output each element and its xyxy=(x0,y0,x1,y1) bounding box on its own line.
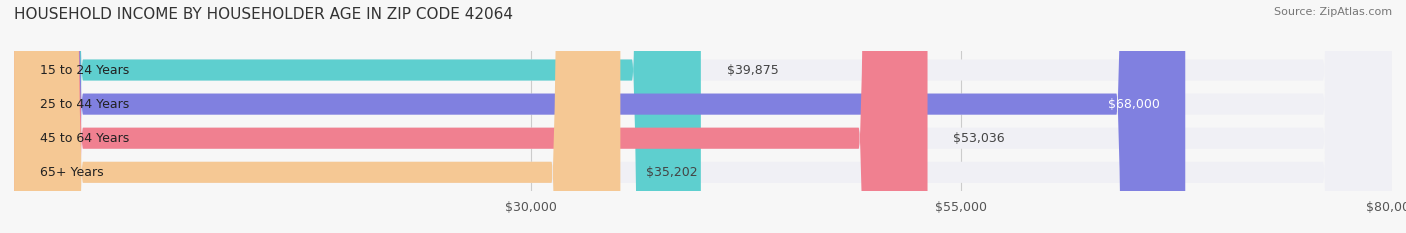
FancyBboxPatch shape xyxy=(14,0,700,233)
Text: HOUSEHOLD INCOME BY HOUSEHOLDER AGE IN ZIP CODE 42064: HOUSEHOLD INCOME BY HOUSEHOLDER AGE IN Z… xyxy=(14,7,513,22)
Text: $35,202: $35,202 xyxy=(647,166,697,179)
FancyBboxPatch shape xyxy=(14,0,928,233)
Text: 65+ Years: 65+ Years xyxy=(39,166,104,179)
FancyBboxPatch shape xyxy=(14,0,1392,233)
FancyBboxPatch shape xyxy=(14,0,1392,233)
Text: $53,036: $53,036 xyxy=(953,132,1005,145)
Text: 45 to 64 Years: 45 to 64 Years xyxy=(39,132,129,145)
Text: Source: ZipAtlas.com: Source: ZipAtlas.com xyxy=(1274,7,1392,17)
Text: $68,000: $68,000 xyxy=(1108,98,1160,111)
FancyBboxPatch shape xyxy=(14,0,1392,233)
Text: $39,875: $39,875 xyxy=(727,64,779,76)
FancyBboxPatch shape xyxy=(14,0,1392,233)
Text: 15 to 24 Years: 15 to 24 Years xyxy=(39,64,129,76)
Text: 25 to 44 Years: 25 to 44 Years xyxy=(39,98,129,111)
FancyBboxPatch shape xyxy=(14,0,620,233)
FancyBboxPatch shape xyxy=(14,0,1185,233)
